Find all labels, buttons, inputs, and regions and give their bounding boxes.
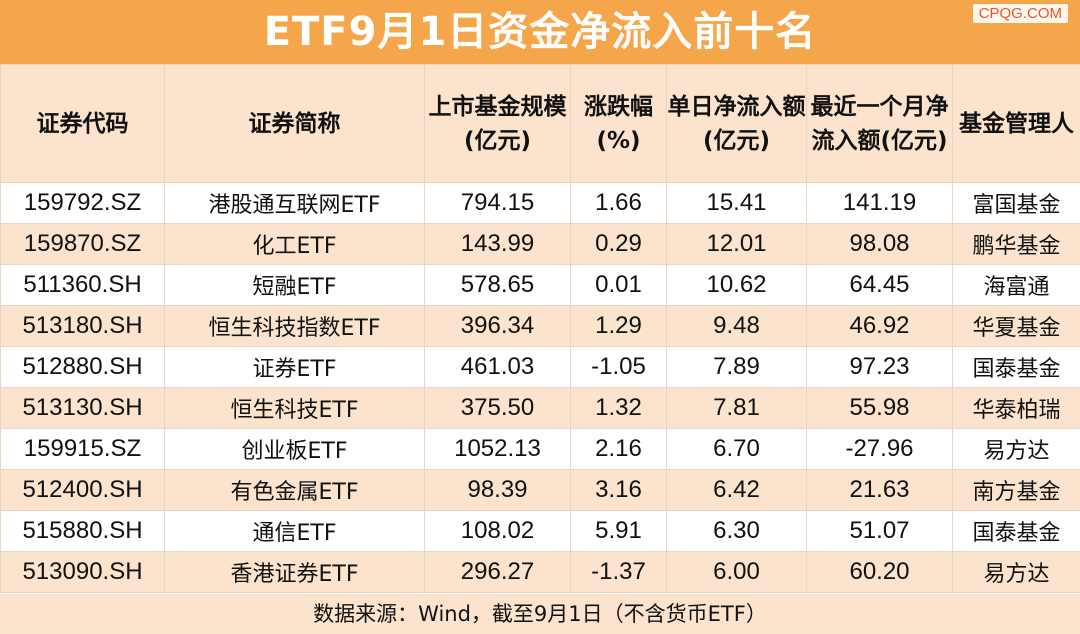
- cell-monthly-inflow: 21.63: [806, 469, 953, 511]
- cell-change: 1.66: [570, 182, 667, 224]
- cell-daily-inflow: 7.89: [666, 346, 807, 388]
- cell-monthly-inflow: 46.92: [806, 305, 953, 347]
- cell-name: 恒生科技ETF: [164, 387, 425, 429]
- cell-code: 513130.SH: [0, 387, 165, 429]
- cell-code: 512880.SH: [0, 346, 165, 388]
- cell-name: 短融ETF: [164, 264, 425, 306]
- cell-name: 港股通互联网ETF: [164, 182, 425, 224]
- cell-monthly-inflow: 97.23: [806, 346, 953, 388]
- cell-name: 创业板ETF: [164, 428, 425, 470]
- cell-code: 515880.SH: [0, 510, 165, 552]
- cell-monthly-inflow: 64.45: [806, 264, 953, 306]
- cell-monthly-inflow: 141.19: [806, 182, 953, 224]
- cell-manager: 富国基金: [952, 182, 1080, 224]
- cell-code: 159915.SZ: [0, 428, 165, 470]
- cell-daily-inflow: 12.01: [666, 223, 807, 265]
- cell-daily-inflow: 6.42: [666, 469, 807, 511]
- table-row: 159915.SZ 创业板ETF 1052.13 2.16 6.70 -27.9…: [0, 428, 1080, 470]
- cell-change: -1.37: [570, 551, 667, 593]
- cell-change: 0.29: [570, 223, 667, 265]
- cell-fund-size: 461.03: [424, 346, 571, 388]
- cell-monthly-inflow: 98.08: [806, 223, 953, 265]
- cell-manager: 华夏基金: [952, 305, 1080, 347]
- table-header-row: 证券代码 证券简称 上市基金规模(亿元) 涨跌幅(%) 单日净流入额(亿元) 最…: [0, 64, 1080, 183]
- table-row: 513090.SH 香港证券ETF 296.27 -1.37 6.00 60.2…: [0, 551, 1080, 593]
- cell-daily-inflow: 9.48: [666, 305, 807, 347]
- cell-daily-inflow: 7.81: [666, 387, 807, 429]
- cell-monthly-inflow: 60.20: [806, 551, 953, 593]
- cell-manager: 易方达: [952, 428, 1080, 470]
- cell-change: 5.91: [570, 510, 667, 552]
- cell-change: -1.05: [570, 346, 667, 388]
- cell-daily-inflow: 15.41: [666, 182, 807, 224]
- cell-manager: 国泰基金: [952, 510, 1080, 552]
- cell-name: 证券ETF: [164, 346, 425, 388]
- cell-daily-inflow: 10.62: [666, 264, 807, 306]
- cell-fund-size: 1052.13: [424, 428, 571, 470]
- cell-fund-size: 143.99: [424, 223, 571, 265]
- cell-code: 513180.SH: [0, 305, 165, 347]
- cell-code: 159870.SZ: [0, 223, 165, 265]
- cell-name: 化工ETF: [164, 223, 425, 265]
- cell-code: 159792.SZ: [0, 182, 165, 224]
- cell-fund-size: 98.39: [424, 469, 571, 511]
- table-row: 512400.SH 有色金属ETF 98.39 3.16 6.42 21.63 …: [0, 469, 1080, 511]
- cell-code: 511360.SH: [0, 264, 165, 306]
- cell-manager: 国泰基金: [952, 346, 1080, 388]
- cell-fund-size: 375.50: [424, 387, 571, 429]
- cell-change: 0.01: [570, 264, 667, 306]
- cell-fund-size: 794.15: [424, 182, 571, 224]
- cell-name: 有色金属ETF: [164, 469, 425, 511]
- table-row: 513180.SH 恒生科技指数ETF 396.34 1.29 9.48 46.…: [0, 305, 1080, 347]
- table-row: 159870.SZ 化工ETF 143.99 0.29 12.01 98.08 …: [0, 223, 1080, 265]
- cell-manager: 海富通: [952, 264, 1080, 306]
- cell-daily-inflow: 6.30: [666, 510, 807, 552]
- cell-monthly-inflow: 51.07: [806, 510, 953, 552]
- table-row: 512880.SH 证券ETF 461.03 -1.05 7.89 97.23 …: [0, 346, 1080, 388]
- column-header-code: 证券代码: [0, 64, 165, 183]
- cell-code: 513090.SH: [0, 551, 165, 593]
- cell-change: 1.32: [570, 387, 667, 429]
- table-row: 511360.SH 短融ETF 578.65 0.01 10.62 64.45 …: [0, 264, 1080, 306]
- column-header-fund-size: 上市基金规模(亿元): [424, 64, 571, 183]
- table-row: 159792.SZ 港股通互联网ETF 794.15 1.66 15.41 14…: [0, 182, 1080, 224]
- cell-manager: 华泰柏瑞: [952, 387, 1080, 429]
- cell-name: 恒生科技指数ETF: [164, 305, 425, 347]
- column-header-daily-inflow: 单日净流入额(亿元): [666, 64, 807, 183]
- cell-manager: 南方基金: [952, 469, 1080, 511]
- cell-change: 1.29: [570, 305, 667, 347]
- data-source-note: 数据来源：Wind，截至9月1日（不含货币ETF）: [0, 594, 1080, 634]
- cell-fund-size: 578.65: [424, 264, 571, 306]
- column-header-name: 证券简称: [164, 64, 425, 183]
- cell-name: 通信ETF: [164, 510, 425, 552]
- cell-fund-size: 296.27: [424, 551, 571, 593]
- cell-monthly-inflow: -27.96: [806, 428, 953, 470]
- cell-code: 512400.SH: [0, 469, 165, 511]
- page-title: ETF9月1日资金净流入前十名: [263, 9, 817, 55]
- table-row: 513130.SH 恒生科技ETF 375.50 1.32 7.81 55.98…: [0, 387, 1080, 429]
- column-header-monthly-inflow: 最近一个月净流入额(亿元): [806, 64, 953, 183]
- cell-fund-size: 396.34: [424, 305, 571, 347]
- cell-fund-size: 108.02: [424, 510, 571, 552]
- table-row: 515880.SH 通信ETF 108.02 5.91 6.30 51.07 国…: [0, 510, 1080, 552]
- cell-manager: 易方达: [952, 551, 1080, 593]
- title-bar: ETF9月1日资金净流入前十名 CPQG.COM: [0, 0, 1080, 64]
- column-header-manager: 基金管理人: [952, 64, 1080, 183]
- column-header-change: 涨跌幅(%): [570, 64, 667, 183]
- cell-monthly-inflow: 55.98: [806, 387, 953, 429]
- brand-watermark: CPQG.COM: [972, 4, 1068, 23]
- cell-change: 2.16: [570, 428, 667, 470]
- cell-daily-inflow: 6.70: [666, 428, 807, 470]
- etf-inflow-table: 证券代码 证券简称 上市基金规模(亿元) 涨跌幅(%) 单日净流入额(亿元) 最…: [0, 64, 1080, 593]
- cell-manager: 鹏华基金: [952, 223, 1080, 265]
- cell-name: 香港证券ETF: [164, 551, 425, 593]
- cell-daily-inflow: 6.00: [666, 551, 807, 593]
- cell-change: 3.16: [570, 469, 667, 511]
